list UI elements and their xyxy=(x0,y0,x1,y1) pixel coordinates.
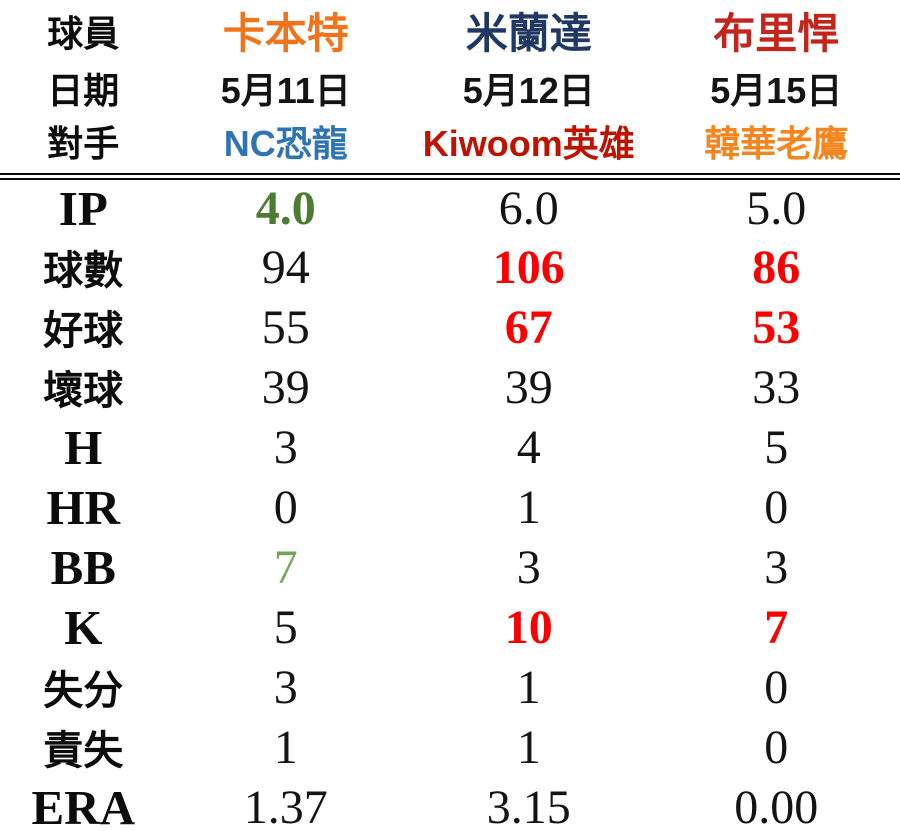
stat-row-walks: BB 7 3 3 xyxy=(0,537,900,597)
stat-value: 3 xyxy=(273,420,298,474)
stat-value: 5 xyxy=(764,420,789,474)
stat-value: 3.15 xyxy=(486,780,571,831)
date-row: 日期 5月11日 5月12日 5月15日 xyxy=(0,61,900,115)
stat-row-balls: 壞球 39 39 33 xyxy=(0,357,900,417)
stat-value: 0.00 xyxy=(734,780,819,831)
game-date: 5月11日 xyxy=(220,70,351,111)
game-date: 5月15日 xyxy=(710,70,843,111)
stat-value: 55 xyxy=(261,300,310,354)
stat-label: ERA xyxy=(31,779,135,831)
stat-value: 3 xyxy=(516,540,541,594)
stat-row-earned-runs: 責失 1 1 0 xyxy=(0,717,900,777)
stat-label: BB xyxy=(50,539,116,595)
stat-value: 10 xyxy=(504,600,553,654)
stat-label: 失分 xyxy=(43,668,124,713)
game-date: 5月12日 xyxy=(462,70,595,111)
stat-value: 5 xyxy=(273,600,298,654)
player-row: 球員 卡本特 米蘭達 布里悍 xyxy=(0,0,900,61)
stat-value: 1 xyxy=(516,480,541,534)
stat-row-pitches: 球數 94 106 86 xyxy=(0,237,900,297)
stat-value: 1 xyxy=(516,720,541,774)
player-name: 卡本特 xyxy=(222,10,349,57)
stat-value: 1 xyxy=(273,720,298,774)
header-label-date: 日期 xyxy=(47,70,120,111)
player-name: 布里悍 xyxy=(713,10,840,57)
stat-value: 4.0 xyxy=(255,182,316,235)
stat-row-strikeouts: K 5 10 7 xyxy=(0,597,900,657)
stat-row-strikes: 好球 55 67 53 xyxy=(0,297,900,357)
stat-value: 106 xyxy=(492,240,565,294)
stat-value: 0 xyxy=(764,720,789,774)
stat-label: IP xyxy=(58,181,108,236)
opponent-name: 韓華老鷹 xyxy=(652,115,900,180)
stat-value: 86 xyxy=(752,240,801,294)
stat-value: 6.0 xyxy=(498,182,559,235)
stat-value: 33 xyxy=(752,360,801,414)
stat-value: 0 xyxy=(273,480,298,534)
stat-label: K xyxy=(64,599,103,655)
stat-value: 0 xyxy=(764,660,789,714)
stat-value: 1.37 xyxy=(243,780,328,831)
header-label-opponent: 對手 xyxy=(0,115,167,180)
stat-value: 3 xyxy=(273,660,298,714)
table-body: IP 4.0 6.0 5.0 球數 94 106 86 好球 55 67 53 … xyxy=(0,177,900,831)
stat-label: 壞球 xyxy=(43,368,124,413)
stat-value: 7 xyxy=(764,600,789,654)
stat-value: 5.0 xyxy=(746,182,807,235)
stat-row-homeruns: HR 0 1 0 xyxy=(0,477,900,537)
stat-row-ip: IP 4.0 6.0 5.0 xyxy=(0,177,900,238)
stat-row-hits: H 3 4 5 xyxy=(0,417,900,477)
opponent-name: NC恐龍 xyxy=(166,115,405,180)
stat-value: 67 xyxy=(504,300,553,354)
stat-value: 4 xyxy=(516,420,541,474)
stat-label: 責失 xyxy=(43,728,124,773)
stat-value: 7 xyxy=(273,540,298,594)
header-label-player: 球員 xyxy=(47,12,120,54)
stat-value: 94 xyxy=(261,240,310,294)
stat-value: 53 xyxy=(752,300,801,354)
stat-label: H xyxy=(64,419,103,475)
table-header: 球員 卡本特 米蘭達 布里悍 日期 5月11日 5月12日 5月15日 對手 N… xyxy=(0,0,900,180)
stat-label: 球數 xyxy=(43,248,124,293)
stat-row-runs: 失分 3 1 0 xyxy=(0,657,900,717)
stat-value: 39 xyxy=(504,360,553,414)
opponent-name: Kiwoom英雄 xyxy=(405,115,653,180)
stat-value: 0 xyxy=(764,480,789,534)
player-name: 米蘭達 xyxy=(465,10,592,57)
stat-value: 1 xyxy=(516,660,541,714)
stat-value: 3 xyxy=(764,540,789,594)
opponent-row: 對手 NC恐龍 Kiwoom英雄 韓華老鷹 xyxy=(0,115,900,180)
stat-value: 39 xyxy=(261,360,310,414)
stat-label: HR xyxy=(46,479,121,535)
stat-row-era: ERA 1.37 3.15 0.00 xyxy=(0,777,900,831)
stat-label: 好球 xyxy=(43,308,124,353)
